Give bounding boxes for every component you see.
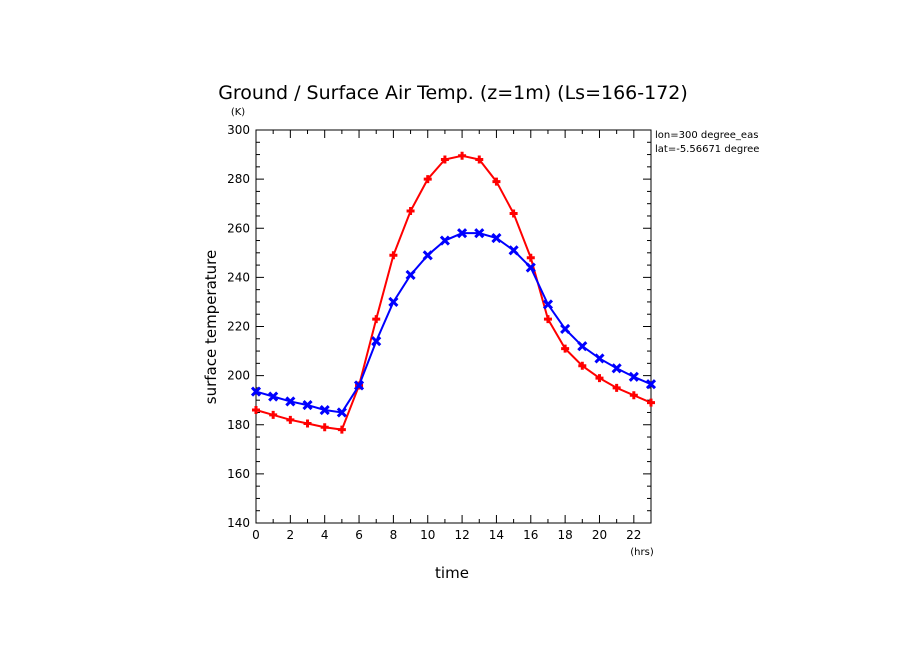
x-tick-label: 2 <box>287 528 295 542</box>
y-tick-label: 140 <box>227 516 250 530</box>
y-tick-label: 180 <box>227 418 250 432</box>
series-1-point <box>508 245 519 256</box>
series-0-line <box>255 154 652 431</box>
series-0-point <box>629 391 638 400</box>
series-0-point <box>440 155 449 164</box>
x-tick-label: 6 <box>355 528 363 542</box>
series-1-point <box>371 336 382 347</box>
y-axis-label: surface temperature <box>202 250 220 405</box>
chart-title: Ground / Surface Air Temp. (z=1m) (Ls=16… <box>218 82 688 104</box>
y-tick-label: 280 <box>227 172 250 186</box>
plot-frame <box>255 129 652 524</box>
series-0-point <box>372 315 381 324</box>
y-tick-label: 160 <box>227 467 250 481</box>
x-tick-label: 4 <box>321 528 329 542</box>
series-1-point <box>525 262 536 273</box>
series-0-point <box>320 423 329 432</box>
x-tick-label: 8 <box>390 528 398 542</box>
series-0-point <box>492 177 501 186</box>
x-axis-label: time <box>435 564 469 582</box>
series-0-point <box>406 207 415 216</box>
series-1-point <box>439 235 450 246</box>
series-0-point <box>647 398 655 407</box>
series-0-point <box>269 410 278 419</box>
series-1-point <box>353 380 365 391</box>
series-1-point <box>268 391 279 402</box>
series-0-point <box>337 425 346 434</box>
y-tick-label: 260 <box>227 221 250 235</box>
series-0-point <box>286 415 295 424</box>
series-1-point <box>319 404 330 416</box>
x-tick-label: 12 <box>454 528 469 542</box>
y-tick-label: 200 <box>227 369 250 383</box>
series-1-point <box>611 363 622 374</box>
series-1-point <box>645 379 657 390</box>
series-0-point <box>509 209 518 218</box>
annotation-lat: lat=-5.56671 degree <box>655 144 759 155</box>
series-0-point <box>578 361 587 370</box>
annotation-lon: lon=300 degree_eas <box>655 130 758 141</box>
series-1-point <box>422 250 433 261</box>
series-0-point <box>303 419 312 428</box>
series-1-point <box>628 371 639 382</box>
x-unit-label: (hrs) <box>630 547 654 558</box>
series-0-point <box>423 175 432 184</box>
series-1-point <box>250 386 262 397</box>
x-tick-label: 10 <box>420 528 435 542</box>
series-1-point <box>594 353 605 364</box>
x-tick-label: 22 <box>626 528 641 542</box>
y-unit-label: (K) <box>231 107 245 118</box>
x-tick-label: 14 <box>489 528 504 542</box>
series-1-point <box>577 341 588 352</box>
series-0-point <box>475 155 484 164</box>
x-tick-label: 0 <box>252 528 260 542</box>
series-0-point <box>561 344 570 353</box>
x-tick-label: 16 <box>523 528 538 542</box>
y-tick-label: 300 <box>227 123 250 137</box>
series-1-point <box>336 407 347 418</box>
series-1-point <box>388 296 399 307</box>
y-tick-label: 240 <box>227 270 250 284</box>
series-1-point <box>302 400 313 411</box>
y-tick-label: 220 <box>227 320 250 334</box>
x-tick-label: 18 <box>557 528 572 542</box>
series-0-point <box>612 383 621 392</box>
series-1-point <box>285 396 296 407</box>
series-0-point <box>595 374 604 383</box>
series-0-point <box>526 253 535 262</box>
series-1-point <box>491 233 502 244</box>
series-0-point <box>543 315 552 324</box>
series-1-point <box>457 228 468 239</box>
series-0-point <box>252 406 260 415</box>
series-1-point <box>542 299 554 310</box>
x-tick-label: 20 <box>592 528 607 542</box>
series-1-point <box>560 323 571 335</box>
series-1-line <box>255 232 652 414</box>
series-1-point <box>474 228 485 239</box>
series-1-point <box>405 269 416 280</box>
series-0-point <box>389 251 398 260</box>
series-0-point <box>458 151 467 160</box>
